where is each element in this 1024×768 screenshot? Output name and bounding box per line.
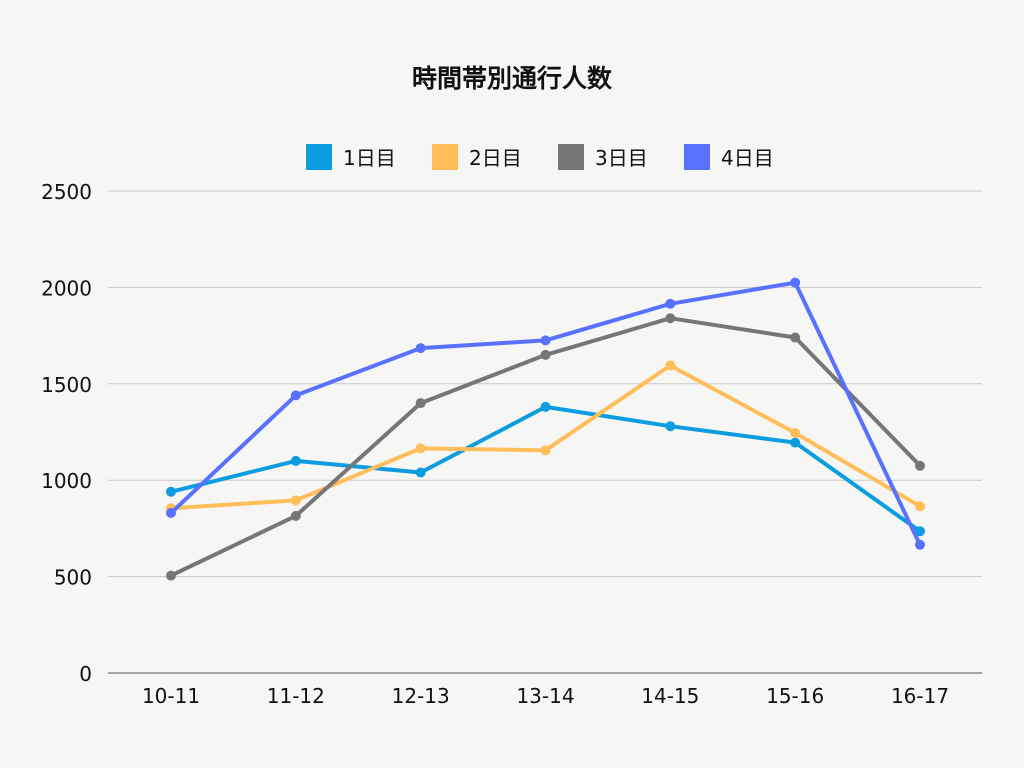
data-point	[915, 501, 925, 512]
data-point	[665, 360, 676, 371]
x-tick-label: 15-16	[766, 684, 824, 708]
y-tick-label: 0	[79, 662, 92, 686]
data-point	[166, 507, 176, 518]
series-layer	[166, 277, 925, 581]
series-line	[169, 404, 922, 534]
data-point	[915, 526, 925, 537]
data-point	[790, 277, 801, 288]
legend-swatch	[684, 144, 710, 170]
legend-item: 1日目	[306, 144, 396, 170]
legend-swatch	[306, 144, 332, 170]
legend-label: 2日目	[469, 146, 522, 170]
data-point	[790, 332, 801, 343]
x-tick-label: 14-15	[641, 684, 699, 708]
data-point	[290, 455, 301, 466]
gridlines	[108, 190, 982, 578]
legend-item: 3日目	[558, 144, 648, 170]
y-tick-label: 2500	[41, 180, 92, 204]
series-1	[166, 401, 925, 537]
data-point	[540, 335, 551, 346]
data-point	[166, 486, 176, 497]
y-tick-label: 500	[54, 566, 92, 590]
legend-item: 4日目	[684, 144, 774, 170]
x-tick-label: 11-12	[267, 684, 325, 708]
data-point	[540, 445, 551, 456]
series-3	[166, 313, 925, 581]
legend-label: 3日目	[595, 146, 648, 170]
x-tick-label: 10-11	[142, 684, 200, 708]
y-tick-label: 2000	[41, 276, 92, 300]
data-point	[415, 398, 426, 409]
legend-swatch	[558, 144, 584, 170]
data-point	[415, 467, 426, 478]
data-point	[790, 437, 801, 448]
legend-item: 2日目	[432, 144, 522, 170]
legend: 1日目 2日目 3日目 4日目	[306, 144, 774, 170]
data-point	[540, 349, 551, 360]
data-point	[166, 570, 176, 581]
data-point	[915, 460, 925, 471]
legend-swatch	[432, 144, 458, 170]
data-point	[415, 343, 426, 354]
x-tick-label: 16-17	[891, 684, 949, 708]
data-point	[540, 401, 551, 412]
y-tick-label: 1000	[41, 469, 92, 493]
series-line	[169, 363, 922, 511]
legend-label: 1日目	[343, 146, 396, 170]
data-point	[665, 298, 676, 309]
data-point	[290, 510, 301, 521]
x-tick-label: 12-13	[392, 684, 450, 708]
legend-label: 4日目	[721, 146, 774, 170]
series-4	[166, 277, 925, 550]
chart-title: 時間帯別通行人数	[412, 64, 613, 93]
data-point	[790, 427, 801, 438]
data-point	[665, 313, 676, 324]
x-axis: 10-11 11-12 12-13 13-14 14-15 15-16 16-17	[108, 672, 982, 708]
y-tick-label: 1500	[41, 373, 92, 397]
series-line	[169, 280, 922, 547]
data-point	[665, 421, 676, 432]
x-tick-label: 13-14	[516, 684, 574, 708]
data-point	[290, 495, 301, 506]
y-axis: 0 500 1000 1500 2000 2500	[41, 180, 92, 686]
data-point	[915, 539, 925, 550]
data-point	[415, 443, 426, 454]
data-point	[290, 390, 301, 401]
